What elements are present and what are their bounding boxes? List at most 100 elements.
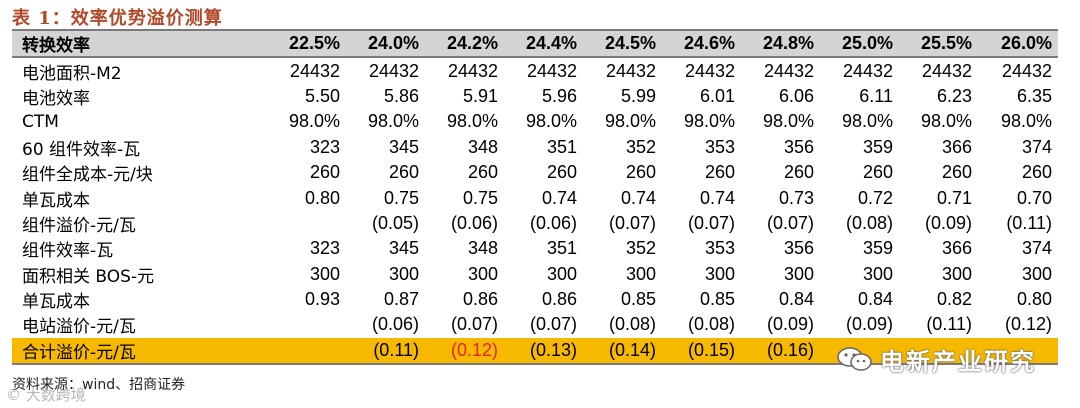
row-label: 组件效率-瓦 — [22, 241, 114, 262]
row-label: 电站溢价-元/瓦 — [22, 317, 136, 338]
table-cell: 351 — [546, 238, 577, 259]
table-row: 60 组件效率-瓦 323 345 348 351 352 353 356 359 366 374 — [12, 135, 1058, 160]
header-column: 25.0% — [820, 28, 899, 59]
table-cell: (0.07) — [608, 212, 656, 233]
row-label: 面积相关 BOS-元 — [22, 266, 155, 287]
row-label: 电池面积-M2 — [22, 63, 122, 84]
table-cell: 300 — [625, 263, 656, 284]
total-row: 合计溢价-元/瓦 (0.11) (0.12) (0.13) (0.14) (0.15) (0… — [12, 337, 1058, 366]
table-cell: 0.87 — [383, 289, 419, 310]
table-row: 组件溢价-元/瓦 (0.05) (0.06) (0.06) (0.07) (0.07) (0… — [12, 211, 1058, 236]
table-cell: 352 — [625, 238, 656, 259]
table-cell: 374 — [1021, 136, 1052, 157]
row-label: 组件溢价-元/瓦 — [22, 215, 136, 236]
table-cell: 98.0% — [525, 111, 577, 132]
table-cell: 260 — [309, 162, 340, 183]
table-cell: 6.11 — [859, 85, 893, 106]
total-cell: (0.11) — [346, 337, 425, 366]
table-cell: (0.06) — [371, 314, 419, 335]
table-cell: 0.74 — [699, 187, 735, 208]
row-label: 电池效率 — [22, 88, 90, 109]
table-cell: (0.08) — [845, 212, 893, 233]
table-cell: 0.70 — [1016, 187, 1052, 208]
table-cell: 24432 — [605, 60, 656, 81]
table-cell: 0.82 — [936, 289, 972, 310]
table-row: CTM 98.0% 98.0% 98.0% 98.0% 98.0% 98.0% 98.0% 98… — [12, 109, 1058, 134]
table-cell: (0.09) — [845, 314, 893, 335]
table-cell: 0.75 — [383, 187, 419, 208]
watermark-right: 电新产业研究 — [836, 344, 1036, 376]
table-cell: 98.0% — [841, 111, 893, 132]
table-cell — [267, 211, 346, 236]
table-cell: 24432 — [447, 60, 498, 81]
watermark-left: © 大数跨境 — [6, 386, 86, 404]
table-cell: 359 — [862, 238, 893, 259]
table-cell: 98.0% — [367, 111, 419, 132]
table-cell: 98.0% — [920, 111, 972, 132]
row-label: 60 组件效率-瓦 — [22, 139, 141, 160]
table-cell: 24432 — [684, 60, 735, 81]
table-cell: 260 — [625, 162, 656, 183]
table-cell: 0.86 — [462, 289, 498, 310]
header-column: 24.2% — [425, 28, 504, 59]
table-cell: 260 — [1021, 162, 1052, 183]
table-cell: 348 — [467, 136, 498, 157]
table-cell: 300 — [309, 263, 340, 284]
table-cell: 345 — [388, 136, 419, 157]
header-column: 24.6% — [662, 28, 741, 59]
table-row: 电池面积-M2 24432 24432 24432 24432 24432 24432 244… — [12, 57, 1058, 84]
table-cell: 0.85 — [699, 289, 735, 310]
header-column: 24.0% — [346, 28, 425, 59]
table-cell: (0.11) — [1006, 212, 1052, 233]
table-cell: 5.86 — [383, 85, 419, 106]
table-cell: 260 — [546, 162, 577, 183]
row-label: 单瓦成本 — [22, 190, 90, 211]
table-cell: 300 — [1021, 263, 1052, 284]
table-cell: 0.86 — [541, 289, 577, 310]
table-row: 电站溢价-元/瓦 (0.06) (0.07) (0.07) (0.08) (0.08) (0… — [12, 312, 1058, 337]
table-cell: 24432 — [763, 60, 814, 81]
header-column: 24.8% — [741, 28, 820, 59]
table-cell: 300 — [941, 263, 972, 284]
table-cell: 0.85 — [620, 289, 656, 310]
table-row: 组件全成本-元/块 260 260 260 260 260 260 260 260 260 260 — [12, 160, 1058, 185]
table-cell: (0.11) — [926, 314, 972, 335]
total-cell — [899, 337, 978, 366]
table-cell: 6.23 — [936, 85, 972, 106]
header-label: 转换效率 — [12, 28, 267, 59]
table-cell — [267, 312, 346, 337]
table-cell: 6.06 — [778, 85, 814, 106]
table-row: 单瓦成本 0.93 0.87 0.86 0.86 0.85 0.85 0.84 0.84 0.82… — [12, 287, 1058, 312]
table-cell: 5.96 — [541, 85, 577, 106]
table-cell: (0.07) — [450, 314, 498, 335]
table-cell: 0.80 — [304, 187, 340, 208]
table-cell: 300 — [862, 263, 893, 284]
table-title: 表 1：效率优势溢价测算 — [12, 8, 223, 29]
header-column: 25.5% — [899, 28, 978, 59]
table-cell: 98.0% — [288, 111, 340, 132]
table-cell: 0.93 — [304, 289, 340, 310]
table-cell: 348 — [467, 238, 498, 259]
table-cell: 352 — [625, 136, 656, 157]
header-column: 22.5% — [267, 28, 346, 59]
table-cell: 374 — [1021, 238, 1052, 259]
total-cell — [267, 337, 346, 366]
table-row: 面积相关 BOS-元 300 300 300 300 300 300 300 300 300 300 — [12, 262, 1058, 287]
table-cell: 300 — [783, 263, 814, 284]
row-label: 组件全成本-元/块 — [22, 165, 153, 186]
table-cell: 24432 — [842, 60, 893, 81]
table-cell: 323 — [309, 238, 340, 259]
table-cell: 0.73 — [778, 187, 814, 208]
table-cell: 260 — [783, 162, 814, 183]
table-cell: 24432 — [289, 60, 340, 81]
table-cell: 5.91 — [462, 85, 498, 106]
total-label: 合计溢价-元/瓦 — [12, 337, 267, 366]
table-cell: (0.08) — [687, 314, 735, 335]
table-cell: 5.99 — [620, 85, 656, 106]
table-cell: 0.74 — [541, 187, 577, 208]
table-cell: 359 — [862, 136, 893, 157]
table-cell: 98.0% — [762, 111, 814, 132]
wechat-logo-icon — [837, 347, 872, 371]
table-cell: 353 — [704, 238, 735, 259]
table-cell: 98.0% — [683, 111, 735, 132]
